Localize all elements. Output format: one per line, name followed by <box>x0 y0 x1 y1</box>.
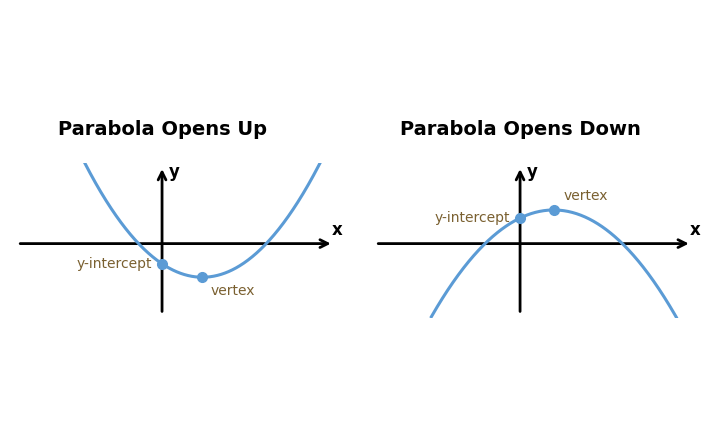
Text: y: y <box>526 163 538 181</box>
Text: Parabola Opens Up: Parabola Opens Up <box>58 120 267 139</box>
Text: vertex: vertex <box>211 284 255 298</box>
Text: y: y <box>168 163 180 181</box>
Text: Parabola Opens Down: Parabola Opens Down <box>399 120 640 139</box>
Text: y-intercept: y-intercept <box>435 211 510 225</box>
Text: vertex: vertex <box>564 189 609 203</box>
Text: x: x <box>689 221 701 239</box>
Text: y-intercept: y-intercept <box>77 257 152 271</box>
Text: x: x <box>331 221 343 239</box>
